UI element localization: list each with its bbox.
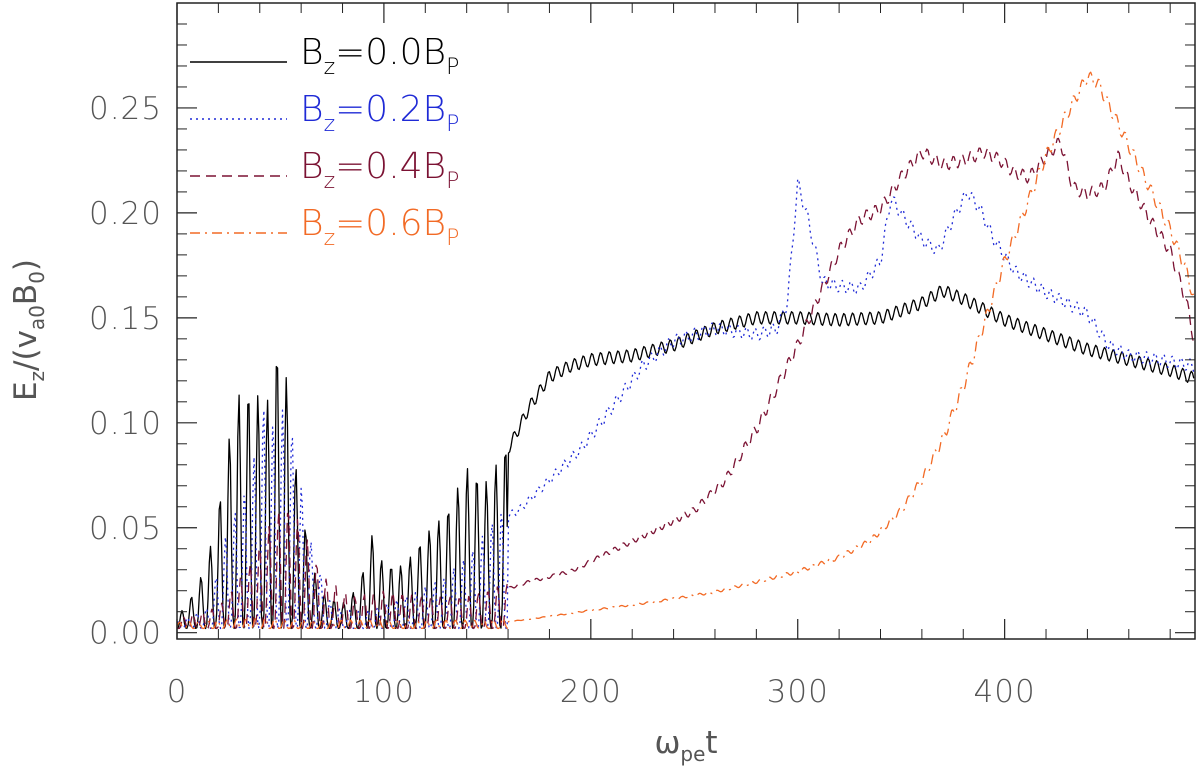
x-tick-label: 400: [974, 674, 1036, 710]
x-tick-label: 200: [560, 674, 622, 710]
y-tick-label: 0.05: [89, 511, 162, 547]
y-tick-label: 0.00: [89, 616, 162, 652]
legend-label-1: Bz=0.2BP: [300, 89, 459, 137]
y-tick-label: 0.20: [89, 196, 162, 232]
y-tick-label: 0.15: [89, 301, 162, 337]
y-tick-label: 0.25: [89, 91, 162, 127]
x-tick-label: 300: [767, 674, 829, 710]
x-axis-title: ωpet: [654, 725, 717, 766]
legend: Bz=0.0BP Bz=0.2BP Bz=0.4BP Bz=0.6BP: [190, 32, 459, 251]
ticks-layer: 0 100 200 300 400 0.00 0.05 0.10 0.15 0.20 0.25: [89, 3, 1195, 710]
legend-label-3: Bz=0.6BP: [300, 203, 459, 251]
y-axis-title: Ez/(va0B0): [8, 259, 49, 401]
series-line-0: [177, 285, 1195, 630]
series-line-2: [177, 137, 1195, 630]
x-tick-label: 0: [167, 674, 188, 710]
plot-frame: [176, 2, 1196, 640]
series-line-3: [177, 71, 1195, 630]
x-tick-label: 100: [353, 674, 415, 710]
legend-label-0: Bz=0.0BP: [300, 32, 459, 80]
legend-label-2: Bz=0.4BP: [300, 146, 459, 194]
y-tick-label: 0.10: [89, 406, 162, 442]
series-layer: [177, 71, 1195, 630]
